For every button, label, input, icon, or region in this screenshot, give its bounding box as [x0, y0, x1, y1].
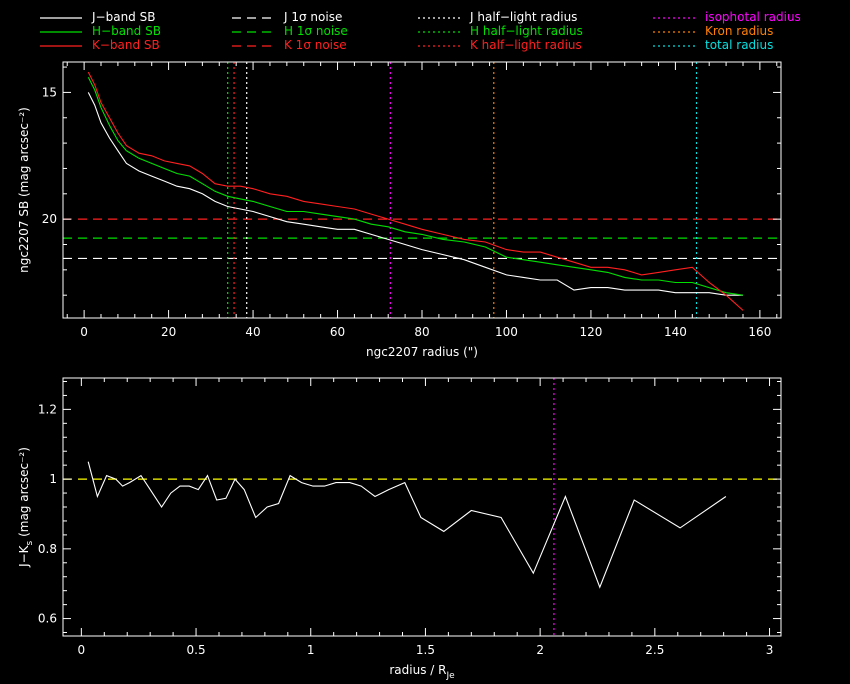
legend-label: H 1σ noise	[284, 24, 348, 38]
series-line-J	[87, 92, 743, 296]
legend-label: J half−light radius	[469, 10, 577, 24]
x-tick-label: 60	[330, 325, 345, 339]
x-tick-label: 0	[78, 643, 86, 657]
y-tick-label: 0.8	[38, 542, 57, 556]
x-tick-label: 20	[161, 325, 176, 339]
y-tick-label: 0.6	[38, 612, 57, 626]
legend-label: isophotal radius	[705, 10, 801, 24]
x-tick-label: 2.5	[645, 643, 664, 657]
x-tick-label: 1.5	[416, 643, 435, 657]
x-tick-label: 0.5	[187, 643, 206, 657]
legend-label: H−band SB	[92, 24, 161, 38]
color-profile-panel: 0 0.5 1 1.5 2 2.5 3 0.6 0.8 1 1.2 radius / RJe J−Ks …	[17, 377, 782, 681]
legend-label: J 1σ noise	[283, 10, 342, 24]
y-axis-label: ngc2207 SB (mag arcsec⁻²)	[17, 107, 31, 273]
series-line-J-K	[87, 461, 727, 589]
x-tick-label: 1	[307, 643, 315, 657]
x-axis-label: ngc2207 radius (")	[366, 345, 478, 359]
x-tick-label: 100	[495, 325, 518, 339]
y-tick-label: 15	[42, 85, 57, 99]
series-line-K	[87, 71, 744, 311]
legend-label: K 1σ noise	[284, 38, 347, 52]
y-tick-label: 20	[42, 212, 57, 226]
x-tick-label: 3	[766, 643, 774, 657]
legend-label: Kron radius	[705, 24, 773, 38]
y-axis-label: J−Ks (mag arcsec⁻²)	[17, 447, 35, 568]
x-tick-label: 40	[245, 325, 260, 339]
legend-label: K−band SB	[92, 38, 160, 52]
x-tick-label: 160	[748, 325, 771, 339]
legend-label: H half−light radius	[470, 24, 583, 38]
legend-label: K half−light radius	[470, 38, 582, 52]
x-axis-label: radius / RJe	[389, 663, 455, 680]
y-tick-label: 1.2	[38, 402, 57, 416]
x-tick-label: 140	[664, 325, 687, 339]
x-tick-label: 2	[536, 643, 544, 657]
x-tick-label: 0	[80, 325, 88, 339]
y-tick-label: 1	[49, 472, 57, 486]
x-tick-label: 80	[414, 325, 429, 339]
sb-profile-panel: 0 20 40 60 80 100 120 140 160 15 20 ngc2207 radius …	[17, 61, 782, 359]
x-tick-label: 120	[579, 325, 602, 339]
legend-label: J−band SB	[91, 10, 155, 24]
legend-label: total radius	[705, 38, 773, 52]
series-line-H	[87, 76, 744, 296]
